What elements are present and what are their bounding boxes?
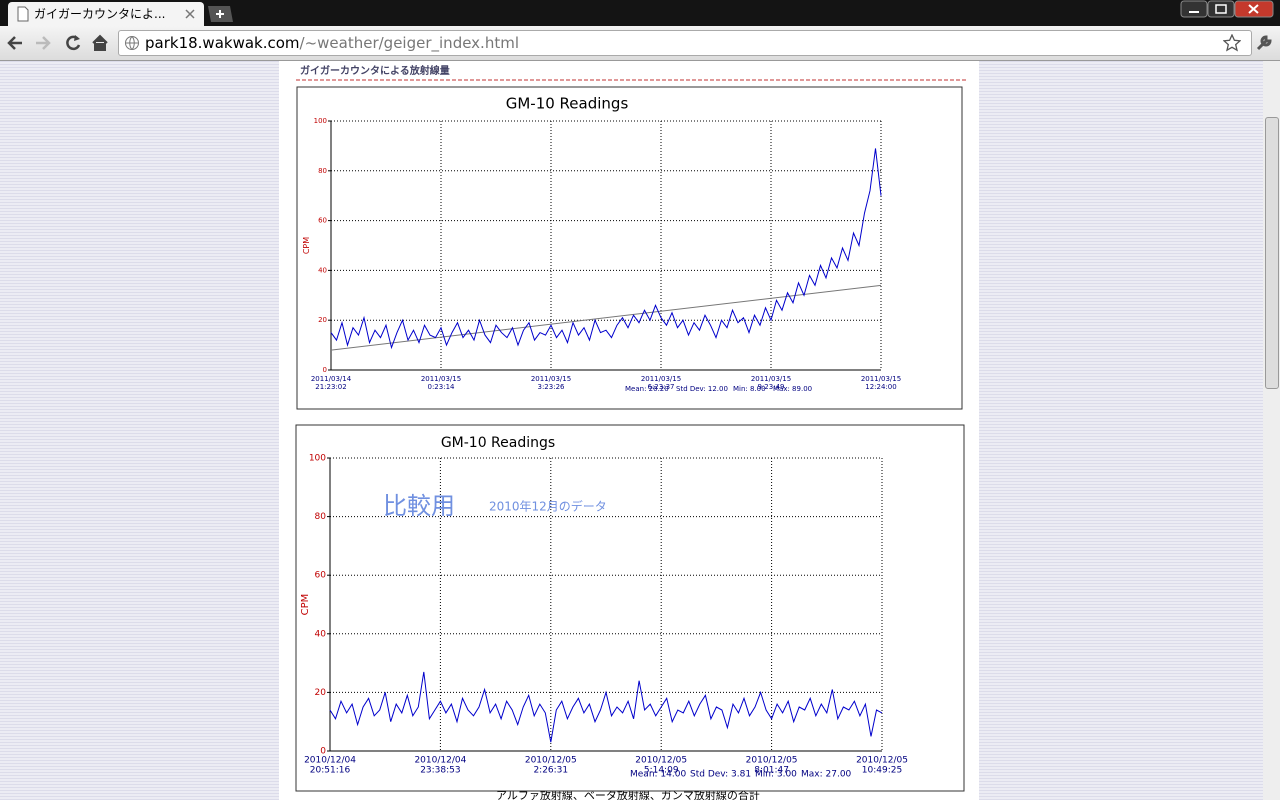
tab-bar: ガイガーカウンタによ...: [0, 0, 1280, 26]
x-tick-sublabel: 21:23:02: [315, 383, 346, 391]
nav-buttons[interactable]: [0, 26, 110, 60]
x-tick-sublabel: 6:23:37: [648, 383, 675, 391]
chart-frame: [296, 86, 963, 410]
x-tick-label: 2011/03/15: [861, 375, 901, 383]
x-tick-label: 2010/12/04: [304, 756, 356, 766]
x-tick-label: 2011/03/15: [421, 375, 461, 383]
y-tick-label: 20: [318, 316, 327, 324]
stat: Max: 27.00: [801, 770, 852, 780]
page-icon: [17, 6, 29, 22]
x-tick-sublabel: 8:01:47: [754, 766, 789, 776]
x-tick-label: 2010/12/04: [414, 756, 466, 766]
stat: Std Dev: 12.00: [676, 385, 728, 393]
stat: Std Dev: 3.81: [690, 770, 751, 780]
x-tick-sublabel: 12:24:00: [865, 383, 896, 391]
url: park18.wakwak.com/~weather/geiger_index.…: [145, 31, 519, 55]
x-tick-label: 2010/12/05: [525, 756, 577, 766]
y-tick-label: 40: [318, 266, 327, 274]
page-heading: ガイガーカウンタによる放射線量: [300, 64, 450, 77]
url-path: /~weather/geiger_index.html: [299, 34, 519, 52]
x-tick-label: 2011/03/15: [531, 375, 571, 383]
window-controls[interactable]: [1180, 0, 1275, 20]
x-tick-label: 2011/03/15: [641, 375, 681, 383]
wrench[interactable]: [1254, 33, 1274, 53]
data-line: [330, 148, 882, 350]
y-tick-label: 20: [315, 688, 327, 698]
chart-title: GM-10 Readings: [441, 435, 555, 451]
y-tick-label: 80: [318, 167, 327, 175]
chart-frame: [295, 424, 965, 792]
address-bar[interactable]: park18.wakwak.com/~weather/geiger_index.…: [118, 30, 1252, 56]
x-tick-sublabel: 3:23:26: [538, 383, 566, 391]
globe-icon: [125, 36, 139, 50]
y-tick-label: 100: [314, 117, 327, 125]
content: ガイガーカウンタによる放射線量 アルファ放射線、ベータ放射線、ガンマ放射線の合計…: [0, 61, 1280, 800]
tab-close[interactable]: [185, 9, 195, 19]
y-tick-label: 0: [323, 366, 327, 374]
star[interactable]: [1223, 34, 1241, 52]
x-tick-label: 2011/03/15: [751, 375, 791, 383]
y-tick-label: 40: [315, 629, 327, 639]
charts: ガイガーカウンタによる放射線量 アルファ放射線、ベータ放射線、ガンマ放射線の合計…: [295, 64, 966, 800]
toolbar: park18.wakwak.com/~weather/geiger_index.…: [0, 26, 1280, 61]
x-tick-sublabel: 5:14:09: [644, 766, 679, 776]
y-axis-label: CPM: [300, 594, 311, 616]
y-tick-label: 60: [315, 571, 327, 581]
y-tick-label: 60: [318, 217, 327, 225]
stat: Min: 8.00: [733, 385, 766, 393]
stat: Max: 89.00: [773, 385, 812, 393]
stat: Min: 3.00: [755, 770, 797, 780]
stat: Mean: 14.00: [630, 770, 686, 780]
x-tick-sublabel: 23:38:53: [420, 766, 460, 776]
x-tick-sublabel: 0:23:14: [428, 383, 456, 391]
chart-title: GM-10 Readings: [506, 95, 629, 113]
x-tick-sublabel: 10:49:25: [862, 766, 902, 776]
y-tick-label: 100: [309, 454, 326, 464]
tab-title: ガイガーカウンタによ...: [34, 7, 166, 21]
data-line: [329, 671, 883, 743]
url-host: park18.wakwak.com: [145, 34, 300, 52]
tab[interactable]: ガイガーカウンタによ...: [8, 2, 204, 26]
x-tick-label: 2010/12/05: [635, 756, 687, 766]
stat: Mean: 20.20: [625, 385, 669, 393]
x-tick-label: 2011/03/14: [311, 375, 352, 383]
annotation: 比較用: [383, 492, 455, 520]
x-tick-sublabel: 20:51:16: [310, 766, 351, 776]
new-tab[interactable]: [205, 4, 235, 24]
y-axis-label: CPM: [302, 237, 311, 254]
x-tick-sublabel: 2:26:31: [533, 766, 568, 776]
scrollbar[interactable]: [1263, 61, 1280, 800]
x-tick-label: 2010/12/05: [856, 756, 908, 766]
x-tick-sublabel: 9:23:49: [758, 383, 785, 391]
annotation: 2010年12月のデータ: [489, 499, 607, 514]
y-tick-label: 80: [315, 512, 327, 522]
y-tick-label: 0: [320, 747, 326, 757]
x-tick-label: 2010/12/05: [746, 756, 798, 766]
